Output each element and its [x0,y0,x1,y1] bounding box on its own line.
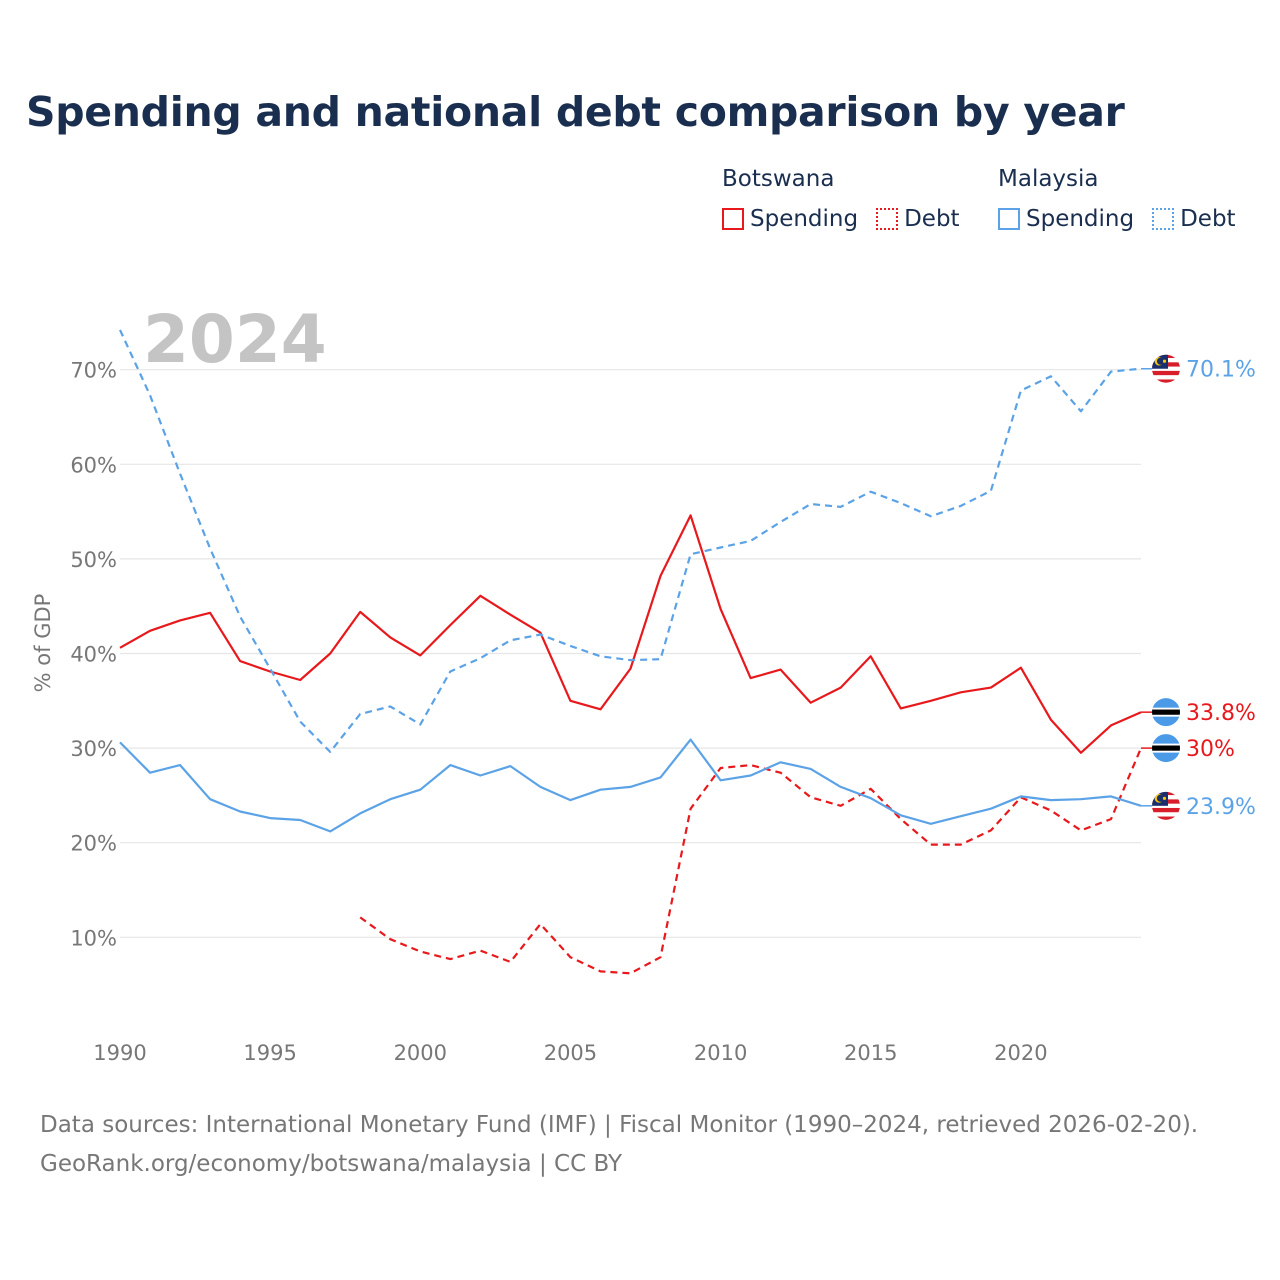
y-tick-label: 70% [70,359,117,383]
end-value-label: 30% [1186,737,1235,762]
x-tick-label: 2020 [994,1041,1047,1065]
legend-group-malaysia: Malaysia Spending Debt [998,164,1254,232]
legend-item-malaysia-debt[interactable]: Debt [1152,206,1236,232]
series-line-botswana-spending[interactable] [119,514,1142,754]
y-tick-label: 30% [70,737,117,761]
x-tick-label: 2005 [544,1041,597,1065]
series-lines [119,329,1143,975]
legend-label: Spending [1026,206,1135,232]
end-value-label: 23.9% [1186,795,1256,820]
legend-item-botswana-spending[interactable]: Spending [722,206,858,232]
source-line-2[interactable]: GeoRank.org/economy/botswana/malaysia | … [40,1151,623,1177]
y-tick-label: 10% [70,926,117,950]
source-line-1[interactable]: Data sources: International Monetary Fun… [40,1112,1199,1138]
chart-title: Spending and national debt comparison by… [26,88,1125,136]
x-tick-label: 2015 [844,1041,897,1065]
end-value-label: 33.8% [1186,701,1256,726]
x-tick-label: 2000 [394,1041,447,1065]
legend-label: Debt [1180,206,1236,232]
x-axis: 1990 1995 2000 2005 2010 2015 2020 [93,1041,1047,1065]
gridlines [120,369,1141,938]
legend-swatch-dotted [1152,208,1175,230]
x-tick-label: 2010 [694,1041,747,1065]
y-tick-label: 60% [70,453,117,477]
malaysia-flag-icon [1152,791,1180,820]
end-labels: 70.1% 33.8% 30% 23.9% [1141,354,1256,820]
y-tick-label: 20% [70,832,117,856]
y-tick-label: 50% [70,548,117,572]
legend-label: Debt [904,206,960,232]
legend-swatch-dotted [876,208,899,230]
x-tick-label: 1990 [93,1041,146,1065]
x-tick-label: 1995 [243,1041,296,1065]
series-line-malaysia-spending[interactable] [119,738,1142,833]
malaysia-flag-icon [1152,354,1180,383]
year-watermark: 2024 [143,301,327,378]
series-line-botswana-debt[interactable] [359,747,1143,975]
legend-label: Spending [750,206,859,232]
legend-group-botswana: Botswana Spending Debt [722,164,978,232]
legend-item-botswana-debt[interactable]: Debt [876,206,960,232]
legend-swatch-solid [998,208,1020,230]
y-axis-label: % of GDP [31,594,55,693]
y-tick-label: 40% [70,643,117,667]
y-axis: 10% 20% 30% 40% 50% 60% 70% [70,359,117,951]
end-value-label: 70.1% [1186,358,1256,383]
legend-group-name-botswana: Botswana [722,166,835,192]
source-note: Data sources: International Monetary Fun… [40,1106,1198,1184]
legend-group-name-malaysia: Malaysia [998,166,1099,192]
botswana-flag-icon [1152,698,1180,727]
botswana-flag-icon [1152,734,1180,763]
line-chart: 2024 10% 20% 30% 40% 50% 60% 70% 1990 1995 2000 2… [31,301,1256,1065]
legend-swatch-solid [722,208,744,230]
series-line-malaysia-debt[interactable] [119,329,1142,754]
legend-item-malaysia-spending[interactable]: Spending [998,206,1134,232]
